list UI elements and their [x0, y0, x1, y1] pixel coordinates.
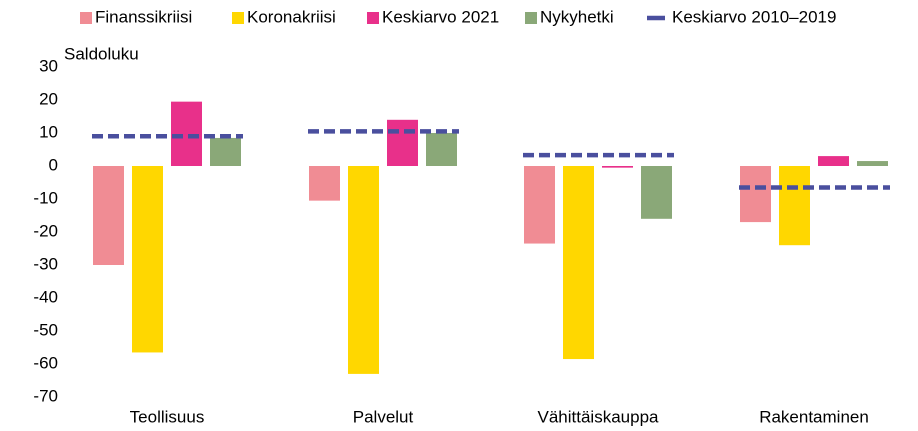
bar — [309, 166, 340, 201]
legend-marker — [367, 12, 379, 24]
x-tick-label: Palvelut — [353, 407, 414, 426]
bar — [857, 161, 888, 166]
bar — [210, 137, 241, 166]
legend-marker — [525, 12, 537, 24]
y-tick-label: -10 — [33, 188, 58, 207]
y-tick-label: 0 — [49, 155, 58, 174]
bar — [93, 166, 124, 265]
bar — [387, 119, 418, 166]
y-axis-label: Saldoluku — [64, 44, 139, 63]
bar — [171, 101, 202, 166]
bar — [818, 156, 849, 166]
legend-label: Nykyhetki — [540, 7, 614, 26]
bar — [641, 166, 672, 219]
legend-label: Koronakriisi — [247, 7, 336, 26]
bar — [132, 166, 163, 353]
y-tick-label: -30 — [33, 254, 58, 273]
bar — [348, 166, 379, 374]
legend-marker — [232, 12, 244, 24]
legend-label: Keskiarvo 2010–2019 — [672, 7, 836, 26]
bar — [524, 166, 555, 244]
legend-marker — [80, 12, 92, 24]
bar — [779, 166, 810, 246]
y-tick-label: -60 — [33, 353, 58, 372]
y-tick-label: -70 — [33, 386, 58, 405]
bar — [426, 133, 457, 166]
y-tick-label: -40 — [33, 287, 58, 306]
y-tick-label: -20 — [33, 221, 58, 240]
y-tick-label: 20 — [39, 89, 58, 108]
y-tick-label: 10 — [39, 122, 58, 141]
legend-label: Keskiarvo 2021 — [382, 7, 499, 26]
bar — [563, 166, 594, 360]
legend-label: Finanssikriisi — [95, 7, 192, 26]
y-tick-label: -50 — [33, 320, 58, 339]
bar — [602, 166, 633, 168]
y-tick-label: 30 — [39, 56, 58, 75]
x-tick-label: Teollisuus — [130, 407, 205, 426]
bar — [740, 166, 771, 223]
x-tick-label: Vähittäiskauppa — [538, 407, 660, 426]
x-tick-label: Rakentaminen — [759, 407, 869, 426]
